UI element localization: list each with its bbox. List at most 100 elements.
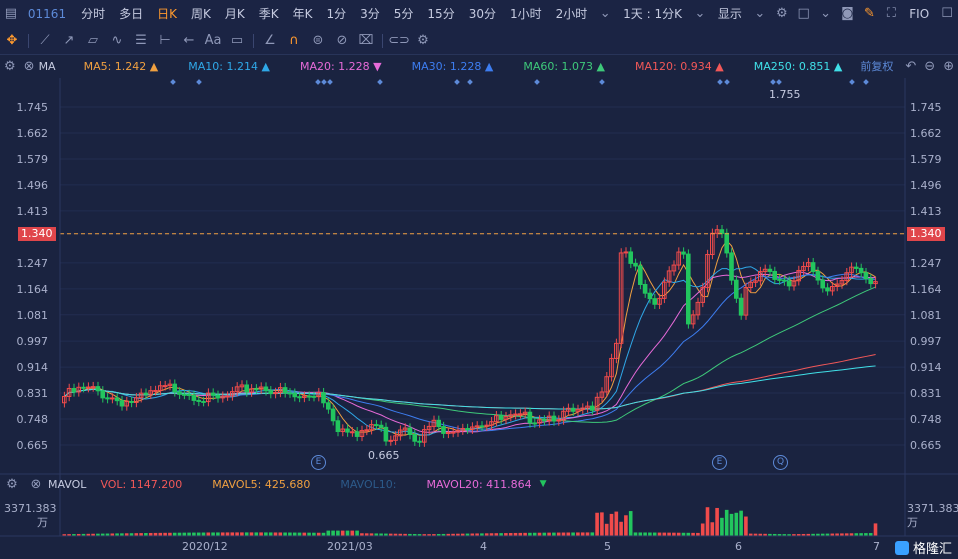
- period-tab-multiday[interactable]: 多日: [119, 7, 144, 21]
- period-tab-weekly[interactable]: 周K: [191, 7, 211, 21]
- volume-bar: [835, 533, 839, 536]
- trash-icon[interactable]: ⌧: [358, 33, 374, 48]
- chevron-down-icon[interactable]: ⌄: [599, 6, 611, 21]
- chevron-down-icon[interactable]: ⌄: [820, 6, 832, 21]
- zoom-out-icon[interactable]: ⊖: [924, 58, 936, 74]
- volume-bar: [460, 533, 465, 536]
- close-icon[interactable]: ☐: [941, 6, 953, 21]
- volume-bar: [120, 533, 124, 536]
- candle-body: [278, 387, 283, 393]
- ray-tool-icon[interactable]: ↗: [63, 33, 75, 48]
- candle-body: [426, 425, 432, 431]
- volume-bar: [792, 534, 796, 536]
- interval-dropdown[interactable]: 1天 : 1分K: [623, 7, 682, 21]
- period-tab-15min[interactable]: 15分: [427, 7, 455, 21]
- event-dot: [717, 79, 723, 85]
- range-tool-icon[interactable]: ⊢: [159, 33, 171, 48]
- close-icon[interactable]: ⊗: [30, 476, 42, 492]
- fio-toggle[interactable]: FIO: [909, 6, 930, 21]
- period-tab-2hour[interactable]: 2小时: [555, 7, 588, 21]
- volume-bar: [144, 533, 148, 536]
- wave-tool-icon[interactable]: ∿: [111, 33, 123, 48]
- period-tab-quarterly[interactable]: 季K: [258, 7, 279, 21]
- hide-icon[interactable]: ⊘: [336, 33, 348, 48]
- stock-list-icon[interactable]: ▤: [4, 6, 18, 21]
- volume-bar: [422, 534, 427, 536]
- magnet-icon[interactable]: ∩: [289, 33, 299, 48]
- comment-tool-icon[interactable]: ▭: [230, 33, 244, 48]
- quarterly-event-marker[interactable]: Q: [773, 455, 788, 470]
- candle-body: [743, 287, 749, 316]
- close-icon[interactable]: ⊗: [23, 58, 35, 74]
- volume-bar: [523, 532, 527, 536]
- volume-bar: [585, 532, 590, 536]
- price-tick-label: 0.665: [17, 439, 49, 452]
- chevron-down-icon[interactable]: ⌄: [754, 6, 766, 21]
- volume-bar: [312, 532, 316, 536]
- settings-icon[interactable]: ⚙: [775, 6, 788, 21]
- brand-logo-icon: [894, 540, 909, 555]
- period-tab-timeshare[interactable]: 分时: [81, 7, 106, 21]
- crosshair-move-icon[interactable]: ✥: [6, 33, 18, 48]
- period-tab-3min[interactable]: 3分: [360, 7, 380, 21]
- chevron-down-icon[interactable]: ⌄: [694, 6, 706, 21]
- volume-bar: [331, 530, 335, 536]
- period-tab-30min[interactable]: 30分: [468, 7, 496, 21]
- camera-icon[interactable]: ◙: [841, 6, 854, 21]
- line-tool-icon[interactable]: ⟋: [40, 33, 50, 48]
- link-icon[interactable]: ⊂⊃: [388, 33, 410, 48]
- volume-bar: [528, 532, 532, 536]
- price-tick-label: 0.997: [910, 335, 942, 348]
- candle-body: [182, 393, 187, 396]
- candle-body: [652, 298, 658, 305]
- lock-icon[interactable]: ⊜: [312, 33, 324, 48]
- stock-symbol[interactable]: 01161: [27, 6, 67, 21]
- settings-icon[interactable]: ⚙: [417, 33, 429, 48]
- fullscreen-icon[interactable]: ⛶: [886, 6, 896, 21]
- period-tab-1min[interactable]: 1分: [326, 7, 347, 21]
- settings-icon[interactable]: ⚙: [6, 476, 18, 492]
- pencil-icon[interactable]: ✎: [863, 6, 875, 21]
- period-tab-5min[interactable]: 5分: [393, 7, 414, 21]
- earnings-event-marker[interactable]: E: [712, 455, 727, 470]
- candle-body: [206, 392, 211, 403]
- channel-tool-icon[interactable]: ▱: [88, 33, 98, 48]
- event-dot: [377, 79, 383, 85]
- candle-body: [618, 252, 624, 344]
- volume-bar: [369, 533, 374, 536]
- candle-body: [177, 391, 182, 395]
- period-tab-daily[interactable]: 日K: [157, 7, 177, 21]
- fibonacci-tool-icon[interactable]: ☰: [135, 33, 147, 48]
- undo-icon[interactable]: ↶: [905, 58, 917, 74]
- text-tool-icon[interactable]: Aa: [204, 33, 222, 48]
- drawing-toolbar: ✥ ⟋ ↗ ▱ ∿ ☰ ⊢ ← Aa ▭ ∠ ∩ ⊜ ⊘ ⌧ ⊂⊃ ⚙: [0, 27, 958, 55]
- period-tab-1hour[interactable]: 1小时: [509, 7, 542, 21]
- candle-body: [239, 384, 245, 388]
- settings-icon[interactable]: ⚙: [4, 58, 16, 74]
- candle-body: [302, 395, 307, 398]
- price-axis-right: 1.745 1.662 1.579 1.496 1.413 1.247 1.164 1.081…: [910, 101, 942, 452]
- display-menu[interactable]: 显示: [717, 7, 742, 21]
- volume-axis-left: 3371.383 万: [4, 502, 57, 529]
- period-tab-monthly[interactable]: 月K: [224, 7, 245, 21]
- volume-bar: [355, 530, 359, 536]
- ma-line: [64, 365, 876, 410]
- volume-bar: [566, 532, 571, 536]
- volume-bar: [681, 532, 686, 536]
- price-tick-label: 1.413: [17, 205, 49, 218]
- arrow-tool-icon[interactable]: ←: [183, 33, 195, 48]
- volume-bar: [768, 533, 772, 536]
- earnings-event-marker[interactable]: E: [311, 455, 326, 470]
- period-tab-yearly[interactable]: 年K: [292, 7, 313, 21]
- volume-bar: [470, 533, 475, 536]
- event-dot: [863, 79, 869, 85]
- candle-body: [566, 407, 571, 412]
- adjust-mode[interactable]: 前复权: [860, 60, 894, 73]
- volume-bars: [62, 507, 878, 536]
- volume-bar: [873, 523, 878, 536]
- square-icon[interactable]: □: [797, 6, 810, 21]
- volume-bar: [326, 530, 331, 536]
- ruler-icon[interactable]: ∠: [264, 33, 276, 48]
- zoom-in-icon[interactable]: ⊕: [943, 58, 955, 74]
